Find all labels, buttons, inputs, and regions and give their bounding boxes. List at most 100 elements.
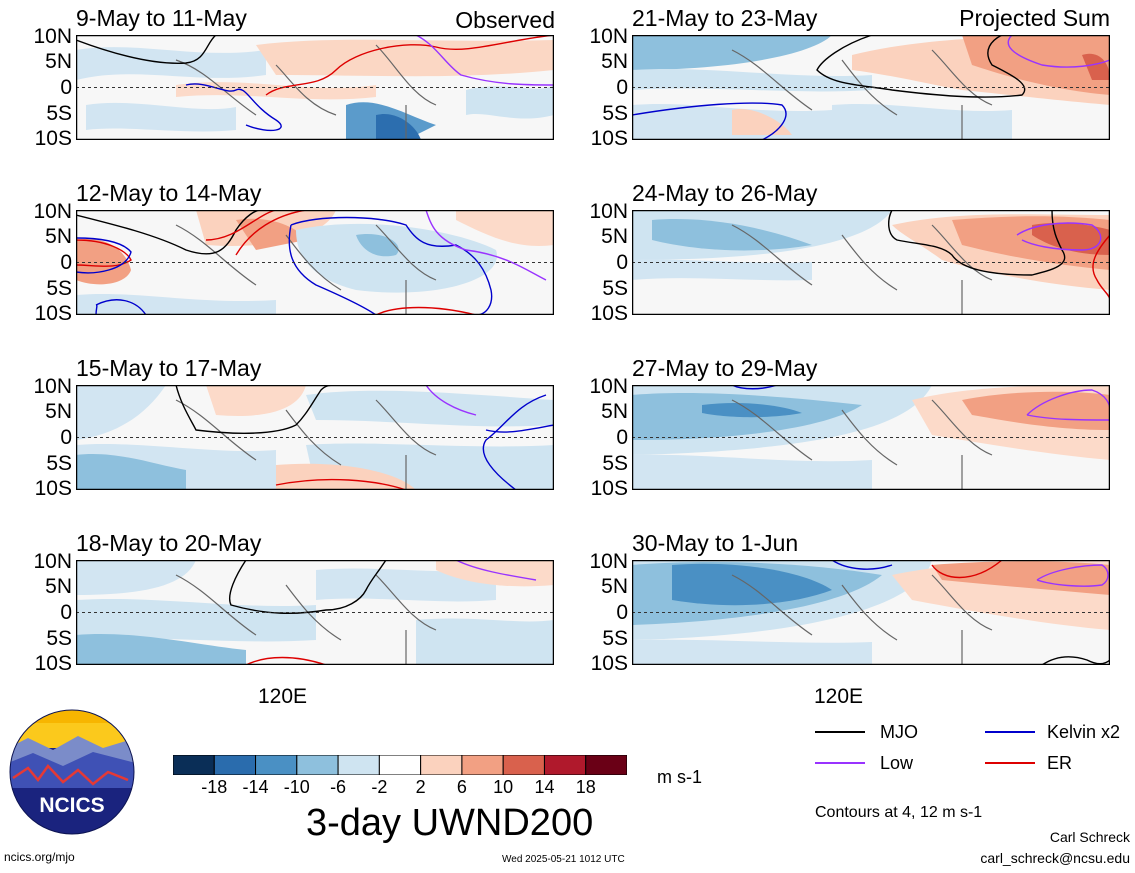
- footer-timestamp: Wed 2025-05-21 1012 UTC: [502, 854, 625, 865]
- lat-label: 5N: [45, 400, 72, 423]
- legend-kelvin-label: Kelvin x2: [1047, 722, 1121, 742]
- lat-label: 10N: [589, 200, 628, 223]
- lat-label: 5S: [602, 277, 628, 300]
- lat-label: 5S: [602, 102, 628, 125]
- main-title: 3-day UWND200: [306, 802, 594, 844]
- colorbar-tick-label: 2: [415, 777, 426, 797]
- lat-label: 0: [60, 76, 72, 99]
- map-panel: [632, 35, 1110, 140]
- colorbar-tick-label: -14: [242, 777, 269, 797]
- lon-label: 120E: [814, 685, 864, 708]
- legend-low-line: [815, 762, 865, 764]
- lat-label: 10S: [34, 652, 72, 675]
- legend-er-line: [985, 762, 1035, 764]
- lat-label: 0: [616, 76, 628, 99]
- lat-label: 5N: [45, 575, 72, 598]
- logo-text: NCICS: [39, 794, 104, 817]
- map-panel: [632, 560, 1110, 665]
- panel-projected-label: Projected Sum: [959, 5, 1110, 31]
- panel-title: 12-May to 14-May: [76, 180, 262, 206]
- colorbar-tick-label: 6: [456, 777, 467, 797]
- contours-note: Contours at 4, 12 m s-1: [815, 804, 983, 821]
- lat-label: 0: [616, 601, 628, 624]
- map-panel: [76, 385, 554, 490]
- lat-label: 10S: [590, 127, 628, 150]
- colorbar-swatch: [420, 754, 463, 776]
- panel-title: 27-May to 29-May: [632, 355, 818, 381]
- footer-author: Carl Schreck: [1049, 829, 1130, 845]
- map-panel: [76, 35, 554, 140]
- lat-label: 10S: [590, 477, 628, 500]
- lat-label: 10S: [590, 302, 628, 325]
- footer-email: carl_schreck@ncsu.edu: [980, 850, 1130, 866]
- footer-url: ncics.org/mjo: [4, 850, 75, 864]
- lat-label: 5N: [601, 50, 628, 73]
- colorbar: [172, 754, 628, 780]
- lat-label: 0: [60, 601, 72, 624]
- lat-label: 5S: [602, 627, 628, 650]
- lat-label: 10N: [33, 375, 72, 398]
- lat-label: 5S: [46, 627, 72, 650]
- lat-label: 10N: [33, 25, 72, 48]
- colorbar-swatch: [213, 754, 257, 776]
- map-panel: [76, 210, 554, 315]
- colorbar-swatch: [543, 754, 587, 776]
- lat-label: 5S: [46, 277, 72, 300]
- lat-label: 5N: [601, 225, 628, 248]
- colorbar-swatches: [172, 754, 628, 776]
- legend-kelvin-line: [985, 731, 1035, 733]
- lat-label: 10S: [590, 652, 628, 675]
- colorbar-tick-label: -6: [330, 777, 347, 797]
- colorbar-swatch: [296, 754, 339, 776]
- legend-low-label: Low: [880, 753, 914, 773]
- map-panel: [632, 210, 1110, 315]
- colorbar-swatch: [461, 754, 504, 776]
- lat-label: 5S: [46, 102, 72, 125]
- colorbar-swatch: [337, 754, 380, 776]
- lat-label: 5N: [601, 575, 628, 598]
- colorbar-tick-label: 14: [534, 777, 555, 797]
- colorbar-swatch: [255, 754, 298, 776]
- colorbar-tick-label: 10: [493, 777, 514, 797]
- lat-label: 0: [60, 251, 72, 274]
- lat-label: 5N: [45, 50, 72, 73]
- lat-label: 10N: [33, 550, 72, 573]
- colorbar-tick-label: -10: [283, 777, 310, 797]
- lat-label: 10N: [33, 200, 72, 223]
- panel-title: 9-May to 11-May: [76, 5, 247, 31]
- map-panel: [76, 560, 554, 665]
- panel-title: 15-May to 17-May: [76, 355, 262, 381]
- legend-er-label: ER: [1047, 753, 1073, 773]
- colorbar-swatch: [585, 754, 628, 776]
- lat-label: 10S: [34, 127, 72, 150]
- panel-title: 30-May to 1-Jun: [632, 530, 799, 556]
- lat-label: 10N: [589, 375, 628, 398]
- lat-label: 0: [616, 426, 628, 449]
- colorbar-swatch: [378, 754, 422, 776]
- lat-label: 10N: [589, 25, 628, 48]
- colorbar-tick-label: -2: [371, 777, 388, 797]
- lat-label: 10S: [34, 302, 72, 325]
- colorbar-tick-label: 18: [575, 777, 596, 797]
- lat-label: 0: [60, 426, 72, 449]
- lat-label: 5N: [601, 400, 628, 423]
- panel-title: 18-May to 20-May: [76, 530, 262, 556]
- legend-mjo-label: MJO: [880, 722, 918, 742]
- lon-label: 120E: [258, 685, 308, 708]
- lat-label: 5S: [46, 452, 72, 475]
- legend-mjo-line: [815, 731, 865, 733]
- colorbar-tick-label: -18: [201, 777, 228, 797]
- lat-label: 5N: [45, 225, 72, 248]
- colorbar-swatch: [172, 754, 215, 776]
- map-panel: [632, 385, 1110, 490]
- lat-label: 5S: [602, 452, 628, 475]
- colorbar-units: m s-1: [657, 767, 702, 787]
- lat-label: 0: [616, 251, 628, 274]
- panel-title: 21-May to 23-May: [632, 5, 818, 31]
- ncics-logo: NCICS: [8, 708, 136, 841]
- lat-label: 10S: [34, 477, 72, 500]
- lat-label: 10N: [589, 550, 628, 573]
- panel-title: 24-May to 26-May: [632, 180, 818, 206]
- colorbar-swatch: [502, 754, 545, 776]
- panel-observed-label: Observed: [455, 7, 555, 33]
